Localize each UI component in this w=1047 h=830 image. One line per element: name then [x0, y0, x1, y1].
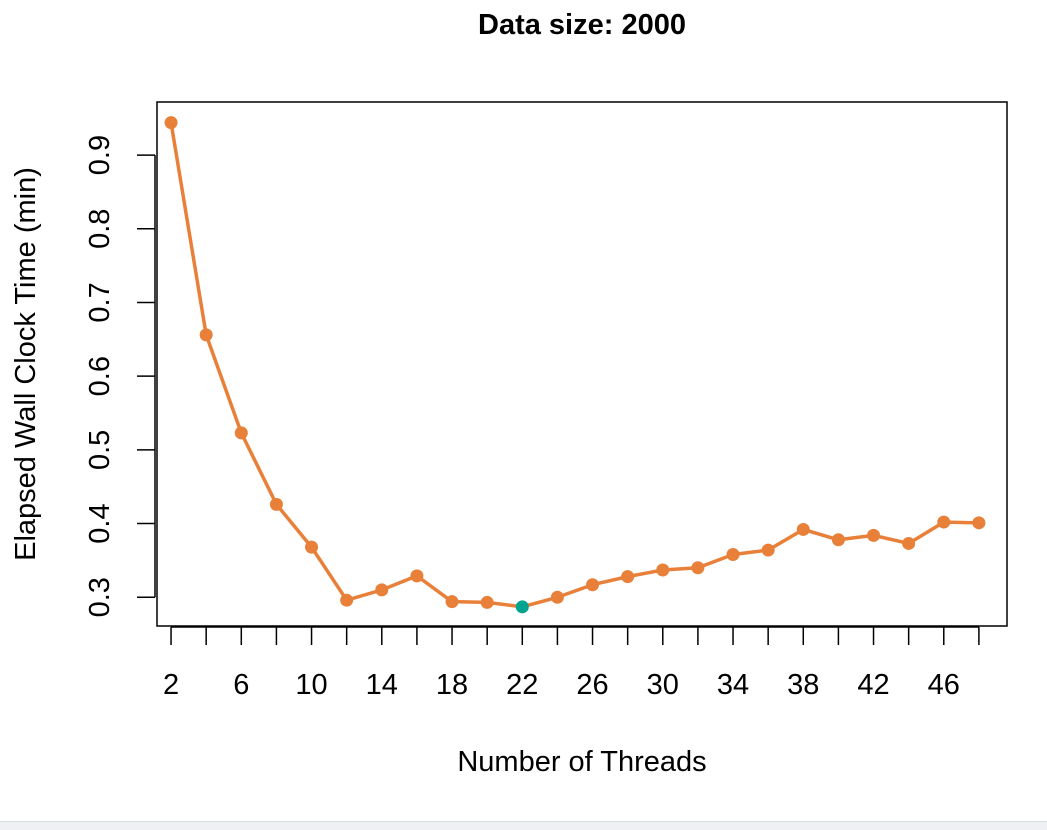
data-point: [761, 543, 775, 557]
data-point: [937, 515, 951, 529]
y-tick-label: 0.7: [84, 282, 116, 322]
data-point: [902, 536, 916, 550]
data-point: [375, 583, 389, 597]
data-point: [340, 593, 354, 607]
data-point: [164, 116, 178, 130]
x-tick-label: 38: [787, 669, 819, 701]
y-tick-label: 0.8: [84, 209, 116, 249]
data-point: [972, 516, 986, 530]
y-axis: 0.3 0.4 0.5 0.6 0.7 0.8 0.9: [84, 135, 156, 617]
y-tick-label: 0.9: [84, 135, 116, 175]
y-tick-label: 0.3: [84, 577, 116, 617]
x-tick-label: 6: [233, 669, 249, 701]
x-tick-label: 18: [436, 669, 468, 701]
data-point: [586, 578, 600, 592]
data-point: [199, 328, 213, 342]
series-line: [169, 122, 979, 609]
x-axis-label: Number of Threads: [457, 746, 706, 778]
data-point: [726, 548, 740, 562]
plot-frame: [156, 101, 1008, 627]
x-tick-label: 46: [928, 669, 960, 701]
series-layer: [164, 116, 986, 614]
data-point: [269, 497, 283, 511]
data-point: [656, 563, 670, 577]
x-tick-label: 26: [576, 669, 608, 701]
data-point: [550, 590, 564, 604]
x-tick-label: 10: [295, 669, 327, 701]
data-point: [831, 533, 845, 547]
data-point: [305, 540, 319, 554]
data-point: [480, 595, 494, 609]
data-point: [867, 528, 881, 542]
data-point: [796, 522, 810, 536]
x-tick-label: 34: [717, 669, 749, 701]
y-axis-label: Elapsed Wall Clock Time (min): [10, 167, 42, 561]
y-tick-label: 0.4: [84, 503, 116, 543]
x-axis: 2 6 10 14 18 22 26 30 34 38 42 46: [163, 626, 980, 701]
data-point: [234, 426, 248, 440]
y-tick-label: 0.6: [84, 356, 116, 396]
x-tick-label: 22: [506, 669, 538, 701]
y-tick-label: 0.5: [84, 430, 116, 470]
x-tick-label: 30: [647, 669, 679, 701]
chart-title: Data size: 2000: [478, 9, 686, 41]
data-point: [621, 570, 635, 584]
x-tick-label: 14: [366, 669, 398, 701]
x-tick-label: 2: [163, 669, 179, 701]
data-point: [445, 595, 459, 609]
data-point: [691, 561, 705, 575]
data-point: [410, 569, 424, 583]
x-tick-label: 42: [857, 669, 889, 701]
data-point-minimum: [515, 600, 529, 614]
bottom-strip: [0, 821, 1047, 830]
